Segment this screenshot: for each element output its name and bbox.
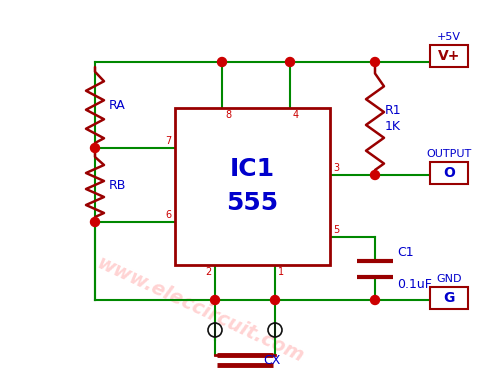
Circle shape [218,58,226,67]
Bar [430,287,468,309]
Circle shape [370,171,380,180]
Circle shape [286,58,294,67]
Text: +5V: +5V [437,32,461,42]
Text: IC1: IC1 [230,156,275,180]
Text: OUTPUT: OUTPUT [426,149,472,159]
Circle shape [90,218,100,227]
Text: 2: 2 [205,267,211,277]
Text: O: O [443,166,455,180]
Text: 1K: 1K [385,120,401,133]
Text: www.eleccircuit.com: www.eleccircuit.com [94,254,306,367]
Text: 6: 6 [165,210,171,220]
Text: RA: RA [109,98,126,111]
Text: C1: C1 [397,245,413,258]
Text: G: G [444,291,454,305]
Text: 7: 7 [165,136,171,146]
Text: 1: 1 [278,267,284,277]
Text: 4: 4 [293,110,299,120]
Circle shape [90,143,100,152]
Text: CX: CX [263,354,280,367]
Text: 8: 8 [225,110,231,120]
Text: 555: 555 [226,191,278,214]
Text: GND: GND [436,274,462,284]
Circle shape [270,296,280,305]
Text: 3: 3 [333,163,339,173]
Circle shape [370,58,380,67]
Circle shape [370,296,380,305]
Bar [175,108,330,265]
Text: RB: RB [109,178,126,192]
Text: R1: R1 [385,104,402,117]
Text: 0.1uF: 0.1uF [397,278,432,292]
Text: V+: V+ [438,49,460,63]
Bar [430,162,468,184]
Circle shape [210,296,220,305]
Bar [430,45,468,67]
Text: 5: 5 [333,225,339,235]
